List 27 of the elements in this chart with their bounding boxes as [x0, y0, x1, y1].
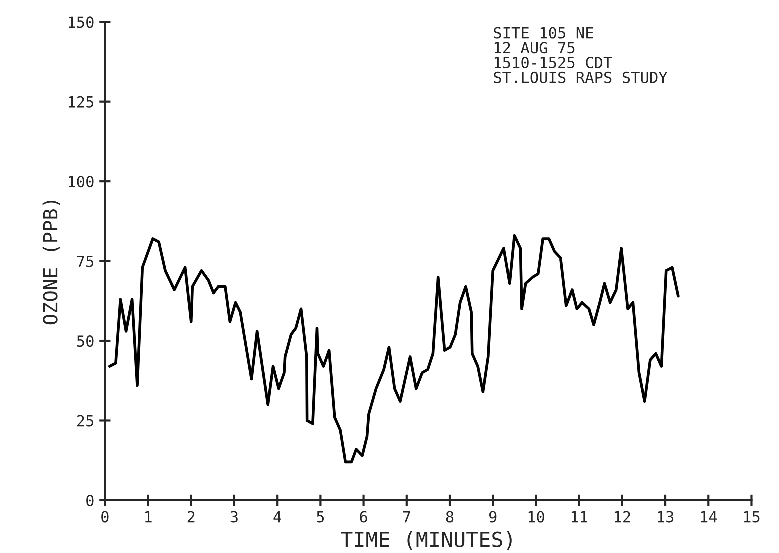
line-series — [108, 234, 680, 464]
x-tick-label: 0 — [102, 511, 109, 523]
x-tick-label: 10 — [528, 511, 544, 523]
annotation: SITE 105 NE 12 AUG 75 1510-1525 CDT ST.LOUIS RAPS STUDY — [494, 27, 668, 84]
y-tick-label: 150 — [68, 16, 94, 28]
y-tick-label: 50 — [77, 336, 94, 348]
y-tick-label: 0 — [86, 494, 94, 507]
y-tick-label: 125 — [68, 96, 94, 108]
x-tick-label: 14 — [701, 511, 718, 523]
x-tick-label: 12 — [615, 511, 630, 523]
x-tick-label: 4 — [274, 511, 282, 523]
x-tick-label: 5 — [317, 511, 324, 523]
x-axis-title: TIME (MINUTES) — [341, 531, 512, 550]
x-tick-label: 2 — [188, 511, 195, 523]
y-axis-title: OZONE (PPB) — [42, 200, 60, 325]
y-tick-label: 25 — [77, 415, 94, 427]
x-tick-label: 6 — [360, 511, 368, 523]
x-tick-label: 13 — [658, 511, 674, 523]
x-tick-label: 3 — [230, 511, 238, 523]
x-tick-label: 11 — [572, 511, 588, 523]
y-tick-label: 100 — [68, 176, 94, 188]
x-tick-label: 9 — [489, 511, 497, 523]
x-tick-label: 1 — [146, 511, 152, 523]
x-tick-label: 15 — [744, 511, 760, 523]
x-tick-label: 7 — [403, 511, 410, 523]
x-tick-label: 8 — [446, 511, 454, 523]
y-tick-label: 75 — [77, 256, 94, 268]
